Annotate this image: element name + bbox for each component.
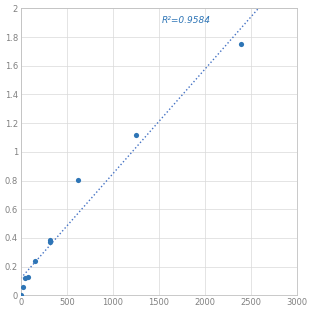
Point [21, 285, 26, 290]
Point [76, 177, 81, 182]
Point [239, 41, 244, 46]
Point [47, 238, 52, 243]
Point [33, 258, 38, 263]
Point [18, 292, 23, 297]
Point [47, 240, 52, 245]
Point [23, 275, 28, 280]
Text: R²=0.9584: R²=0.9584 [162, 16, 211, 25]
Point [26, 274, 31, 279]
Point [133, 133, 138, 138]
